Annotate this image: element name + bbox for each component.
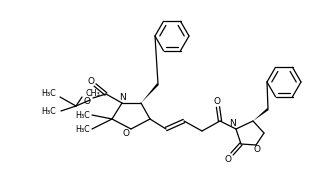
Text: O: O [254,146,260,154]
Text: N: N [120,94,126,102]
Text: H₃C: H₃C [41,89,56,99]
Text: O: O [87,77,95,87]
Text: CH₃: CH₃ [85,89,100,99]
Polygon shape [141,83,159,103]
Polygon shape [253,108,269,121]
Text: O: O [214,98,220,107]
Text: O: O [225,154,231,164]
Text: H₃C: H₃C [75,111,90,120]
Text: H₃C: H₃C [41,107,56,115]
Text: H₃C: H₃C [75,125,90,133]
Text: O: O [123,128,129,138]
Text: O: O [83,96,91,106]
Text: N: N [230,119,236,127]
